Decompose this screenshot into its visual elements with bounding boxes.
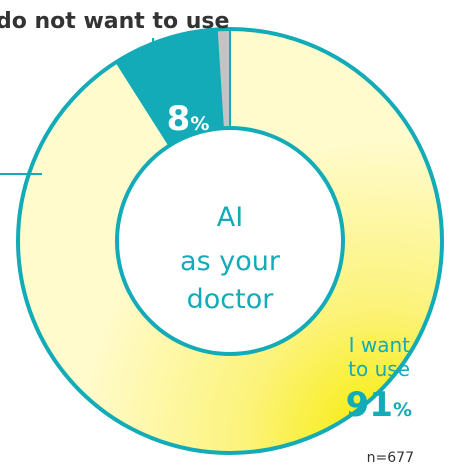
sample-size-note: n=677 — [367, 450, 414, 466]
center-label-line-2: as your — [180, 246, 281, 277]
center-label-line-3: doctor — [187, 284, 275, 315]
label-want-line-1: I want — [349, 333, 411, 357]
label-do-not-want: do not want to use — [0, 9, 229, 34]
donut-center-hole — [115, 126, 345, 356]
center-label-line-1: AI — [217, 202, 243, 233]
value-label-8: 8% — [167, 99, 210, 139]
donut-outer-edge — [16, 27, 444, 455]
label-want-line-2: to use — [348, 357, 410, 381]
value-label-91: 91% — [346, 385, 412, 425]
